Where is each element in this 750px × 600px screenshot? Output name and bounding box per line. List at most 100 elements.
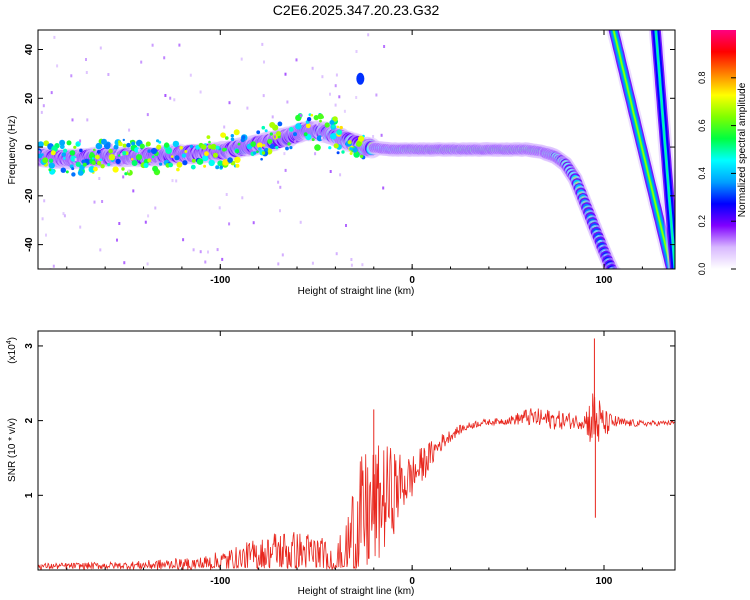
- heatmap-faint-dot: [279, 185, 282, 189]
- spectrogram-ytick-label: 40: [24, 44, 35, 56]
- heatmap-speckle: [75, 143, 80, 147]
- heatmap-faint-dot: [50, 91, 53, 95]
- spectrogram-xlabel: Height of straight line (km): [298, 286, 415, 297]
- heatmap-faint-dot: [294, 140, 297, 144]
- heatmap-faint-dot: [228, 222, 231, 226]
- snr-scale-close: ): [7, 337, 18, 340]
- heatmap-speckle: [59, 139, 66, 146]
- heatmap-speckle: [276, 131, 282, 137]
- colorbar-tick-label: 0.4: [697, 167, 707, 180]
- heatmap-speckle: [269, 122, 276, 128]
- heatmap-speckle: [208, 159, 215, 167]
- heatmap-faint-dot: [41, 217, 44, 221]
- heatmap-faint-dot: [169, 96, 172, 100]
- snr-frame: [37, 330, 676, 571]
- heatmap-speckle: [147, 149, 151, 153]
- heatmap-speckle: [352, 147, 358, 153]
- heatmap-faint-dot: [355, 50, 358, 53]
- heatmap-speckle: [288, 126, 294, 132]
- heatmap-faint-dot: [156, 162, 159, 165]
- heatmap-speckle: [42, 157, 49, 164]
- heatmap-speckle: [311, 138, 315, 142]
- heatmap-faint-dot: [62, 212, 65, 216]
- heatmap-faint-dot: [335, 73, 338, 77]
- heatmap-speckle: [118, 140, 121, 144]
- heatmap-band-layer: [607, 265, 616, 269]
- heatmap-band-layer: [611, 268, 613, 269]
- heatmap-speckle: [170, 155, 174, 158]
- heatmap-faint-dot: [321, 136, 323, 140]
- heatmap-faint-dot: [144, 220, 147, 224]
- heatmap-speckle: [306, 117, 312, 122]
- heatmap-speckle: [145, 141, 151, 147]
- heatmap-faint-dot: [127, 169, 130, 173]
- heatmap-speckle: [184, 150, 188, 153]
- heatmap-speckle: [331, 124, 335, 128]
- colorbar-tick-label: 0.8: [697, 72, 707, 85]
- snr-plot: [38, 338, 675, 570]
- heatmap-speckle: [38, 141, 44, 148]
- heatmap-faint-dot: [382, 186, 385, 190]
- heatmap-speckle: [75, 161, 81, 167]
- colorbar-tick-label: 0.2: [697, 215, 707, 228]
- heatmap-faint-dot: [311, 66, 314, 70]
- heatmap-speckle: [66, 140, 72, 146]
- colorbar-tick-label: 0.0: [697, 263, 707, 276]
- heatmap-faint-dot: [334, 103, 337, 107]
- heatmap-speckle: [108, 154, 116, 161]
- heatmap-speckle: [190, 164, 196, 170]
- heatmap-faint-dot: [171, 179, 174, 183]
- spectrogram-ytick-label: -40: [24, 237, 35, 252]
- heatmap-speckle: [339, 125, 343, 130]
- heatmap-faint-dot: [286, 100, 289, 104]
- heatmap-speckle: [227, 157, 233, 163]
- heatmap-speckle: [96, 160, 102, 166]
- heatmap-speckle: [328, 146, 332, 150]
- heatmap-faint-dot: [192, 248, 195, 252]
- heatmap-speckle: [131, 160, 138, 166]
- heatmap-speckle: [165, 147, 173, 155]
- snr-scale-base: (x10: [7, 344, 18, 364]
- heatmap-speckle: [305, 123, 311, 129]
- heatmap-faint-dot: [40, 110, 43, 114]
- heatmap-speckle: [61, 152, 67, 157]
- heatmap-speckle: [313, 115, 319, 121]
- heatmap-speckle: [48, 158, 54, 163]
- heatmap-speckle: [303, 132, 308, 137]
- heatmap-band-layer: [606, 264, 618, 269]
- heatmap-faint-dot: [271, 115, 274, 119]
- heatmap-faint-dot: [329, 92, 331, 96]
- heatmap-speckle: [99, 158, 103, 162]
- heatmap-speckle: [267, 138, 273, 144]
- heatmap-speckle: [222, 147, 226, 152]
- heatmap-speckle: [358, 135, 365, 142]
- heatmap-speckle: [69, 150, 76, 156]
- heatmap-faint-dot: [281, 253, 284, 257]
- heatmap-speckle: [215, 165, 220, 170]
- heatmap-speckle: [79, 148, 83, 153]
- heatmap-speckle: [235, 163, 240, 168]
- heatmap-faint-dot: [335, 252, 338, 256]
- heatmap-blob: [356, 72, 365, 85]
- heatmap-speckle: [152, 165, 159, 172]
- heatmap-speckle: [71, 167, 75, 171]
- heatmap-faint-dot: [241, 196, 244, 200]
- heatmap-faint-dot: [114, 153, 117, 157]
- heatmap-faint-dot: [339, 173, 342, 177]
- heatmap-speckle: [124, 172, 128, 176]
- heatmap-speckle: [143, 162, 149, 168]
- heatmap-faint-dot: [140, 60, 143, 64]
- heatmap-faint-dot: [118, 222, 121, 225]
- heatmap-speckle: [349, 152, 353, 155]
- heatmap-speckle: [82, 162, 87, 167]
- heatmap-faint-dot: [299, 220, 302, 224]
- heatmap-speckle: [256, 130, 261, 135]
- heatmap-faint-dot: [101, 200, 104, 203]
- heatmap-faint-dot: [225, 193, 228, 196]
- heatmap-speckle: [131, 141, 136, 146]
- heatmap-faint-dot: [334, 84, 337, 88]
- heatmap-faint-dot: [85, 58, 87, 61]
- heatmap-speckle: [330, 133, 337, 140]
- heatmap-speckle: [204, 151, 209, 157]
- heatmap-faint-dot: [283, 152, 286, 156]
